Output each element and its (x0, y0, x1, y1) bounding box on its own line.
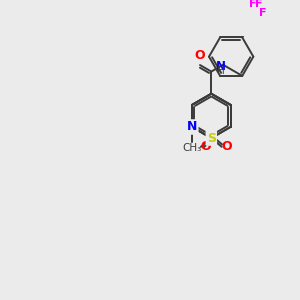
Text: O: O (195, 49, 205, 62)
Text: N: N (187, 121, 197, 134)
Text: O: O (200, 140, 211, 153)
Text: F: F (249, 0, 256, 9)
Text: S: S (207, 132, 216, 145)
Text: F: F (259, 8, 266, 18)
Text: N: N (216, 60, 226, 73)
Text: CH₃: CH₃ (182, 142, 202, 153)
Text: O: O (221, 140, 232, 153)
Text: H: H (217, 66, 225, 76)
Text: F: F (256, 0, 263, 9)
